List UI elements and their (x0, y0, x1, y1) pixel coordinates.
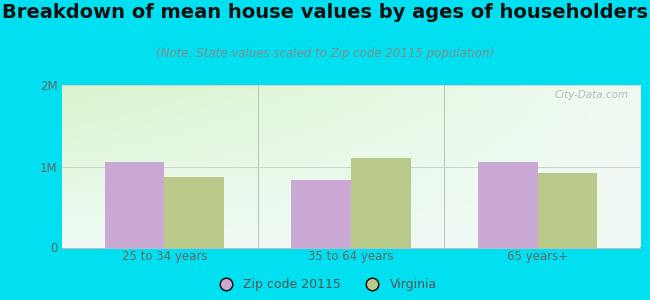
Bar (478, 162, 538, 248)
Text: (Note: State values scaled to Zip code 20115 population): (Note: State values scaled to Zip code 2… (156, 46, 494, 59)
Bar (538, 173, 597, 248)
Bar (164, 177, 224, 248)
Text: City-Data.com: City-Data.com (554, 90, 629, 100)
Bar (351, 158, 411, 248)
Bar (105, 162, 164, 248)
Text: Breakdown of mean house values by ages of householders: Breakdown of mean house values by ages o… (2, 3, 648, 22)
Legend: Zip code 20115, Virginia: Zip code 20115, Virginia (211, 276, 439, 294)
Bar (291, 180, 351, 247)
